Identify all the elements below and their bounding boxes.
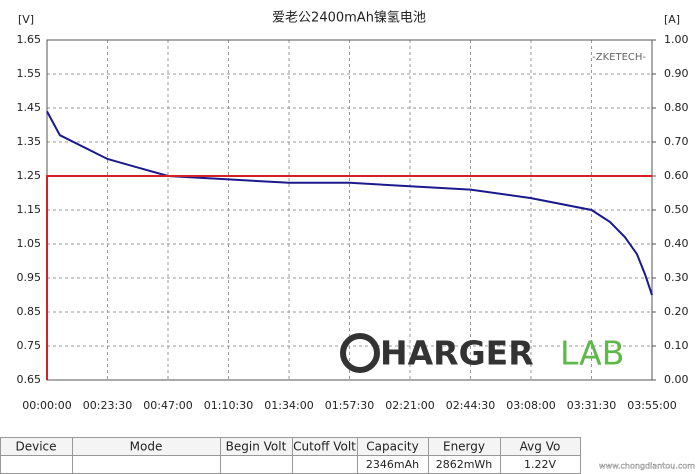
y-tick-label: 1.45: [17, 101, 42, 114]
y-tick-label: 1.15: [17, 203, 42, 216]
table-header: Begin Volt: [226, 440, 287, 454]
y2-tick-label: 0.60: [664, 169, 689, 182]
chart-title: 爱老公2400mAh镍氢电池: [272, 11, 426, 26]
x-tick-label: 00:47:00: [143, 399, 192, 412]
table-cell: [0, 455, 73, 474]
watermark: HARGER LAB: [340, 333, 624, 373]
table-cell: [292, 455, 358, 474]
x-tick-label: 01:57:30: [325, 399, 374, 412]
x-tick-label: 02:44:30: [446, 399, 495, 412]
y-tick-label: 1.05: [17, 237, 42, 250]
x-tick-label: 03:55:00: [627, 399, 676, 412]
y2-tick-label: 0.40: [664, 237, 689, 250]
y2-tick-label: 0.70: [664, 135, 689, 148]
y2-tick-label: 0.30: [664, 271, 689, 284]
y-axis-label: [V]: [18, 13, 34, 26]
table-cell: [72, 455, 221, 474]
table-header: Energy: [443, 440, 485, 454]
y-tick-label: 1.35: [17, 135, 42, 148]
annotation: -ZKETECH-: [592, 52, 646, 63]
table-header: Avg Vo: [520, 440, 561, 454]
y-tick-label: 1.25: [17, 169, 42, 182]
y-tick-label: 0.85: [17, 305, 42, 318]
x-tick-label: 03:31:30: [567, 399, 616, 412]
watermark-text: LAB: [560, 334, 624, 373]
y2-tick-label: 1.00: [664, 33, 689, 46]
stats-table: Device Mode Begin Volt Cutoff Volt Capacity 2…: [0, 437, 581, 474]
table-header: Mode: [130, 440, 163, 454]
y2-tick-label: 0.10: [664, 339, 689, 352]
x-tick-label: 02:21:00: [385, 399, 434, 412]
table-value: 2862mWh: [436, 458, 493, 471]
corner-watermark: www.chongdiantou.com: [599, 462, 695, 471]
y2-tick-label: 0.00: [664, 373, 689, 386]
y2-tick-label: 0.80: [664, 101, 689, 114]
data-line: [46, 110, 653, 296]
x-tick-label: 00:23:30: [83, 399, 132, 412]
y2-tick-label: 0.20: [664, 305, 689, 318]
watermark-logo: [340, 333, 380, 373]
y2-axis-label: [A]: [664, 13, 680, 26]
y-tick-label: 1.55: [17, 67, 42, 80]
table-header: Device: [15, 440, 56, 454]
y-tick-label: 0.75: [17, 339, 42, 352]
table-header: Capacity: [366, 440, 418, 454]
y2-tick-label: 0.50: [664, 203, 689, 216]
table-value: 2346mAh: [366, 458, 419, 471]
y-tick-label: 0.65: [17, 373, 42, 386]
x-tick-label: 03:08:00: [506, 399, 555, 412]
y-tick-label: 1.65: [17, 33, 42, 46]
table-header: Cutoff Volt: [293, 440, 356, 454]
x-tick-label: 00:00:00: [22, 399, 71, 412]
y2-tick-label: 0.90: [664, 67, 689, 80]
watermark-text: HARGER: [380, 334, 534, 373]
x-tick-label: 01:34:00: [264, 399, 313, 412]
y-tick-label: 0.95: [17, 271, 42, 284]
table-value: 1.22V: [524, 458, 556, 471]
data-line: [46, 175, 652, 380]
table-cell: [220, 455, 293, 474]
x-tick-label: 01:10:30: [204, 399, 253, 412]
